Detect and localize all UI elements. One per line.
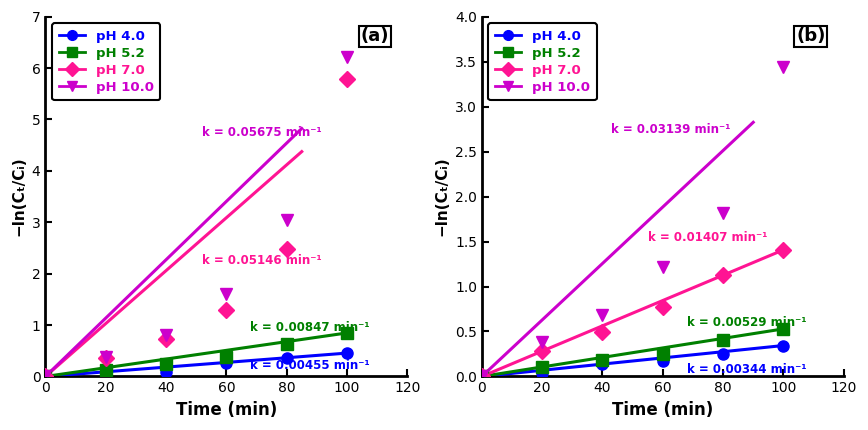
- Text: k = 0.00344 min⁻¹: k = 0.00344 min⁻¹: [687, 363, 806, 376]
- Text: k = 0.05146 min⁻¹: k = 0.05146 min⁻¹: [202, 254, 322, 267]
- Text: k = 0.01407 min⁻¹: k = 0.01407 min⁻¹: [648, 230, 767, 243]
- Text: (b): (b): [796, 28, 825, 46]
- Y-axis label: −ln(Cₜ/Cᵢ): −ln(Cₜ/Cᵢ): [11, 157, 26, 236]
- X-axis label: Time (min): Time (min): [175, 401, 277, 419]
- Text: k = 0.00529 min⁻¹: k = 0.00529 min⁻¹: [687, 316, 806, 329]
- Text: k = 0.05675 min⁻¹: k = 0.05675 min⁻¹: [202, 126, 322, 139]
- X-axis label: Time (min): Time (min): [612, 401, 713, 419]
- Y-axis label: −ln(Cₜ/Cᵢ): −ln(Cₜ/Cᵢ): [434, 157, 450, 236]
- Text: k = 0.00455 min⁻¹: k = 0.00455 min⁻¹: [251, 359, 370, 372]
- Text: k = 0.00847 min⁻¹: k = 0.00847 min⁻¹: [251, 321, 370, 334]
- Legend: pH 4.0, pH 5.2, pH 7.0, pH 10.0: pH 4.0, pH 5.2, pH 7.0, pH 10.0: [52, 23, 160, 100]
- Legend: pH 4.0, pH 5.2, pH 7.0, pH 10.0: pH 4.0, pH 5.2, pH 7.0, pH 10.0: [489, 23, 596, 100]
- Text: k = 0.03139 min⁻¹: k = 0.03139 min⁻¹: [611, 123, 731, 135]
- Text: (a): (a): [361, 28, 389, 46]
